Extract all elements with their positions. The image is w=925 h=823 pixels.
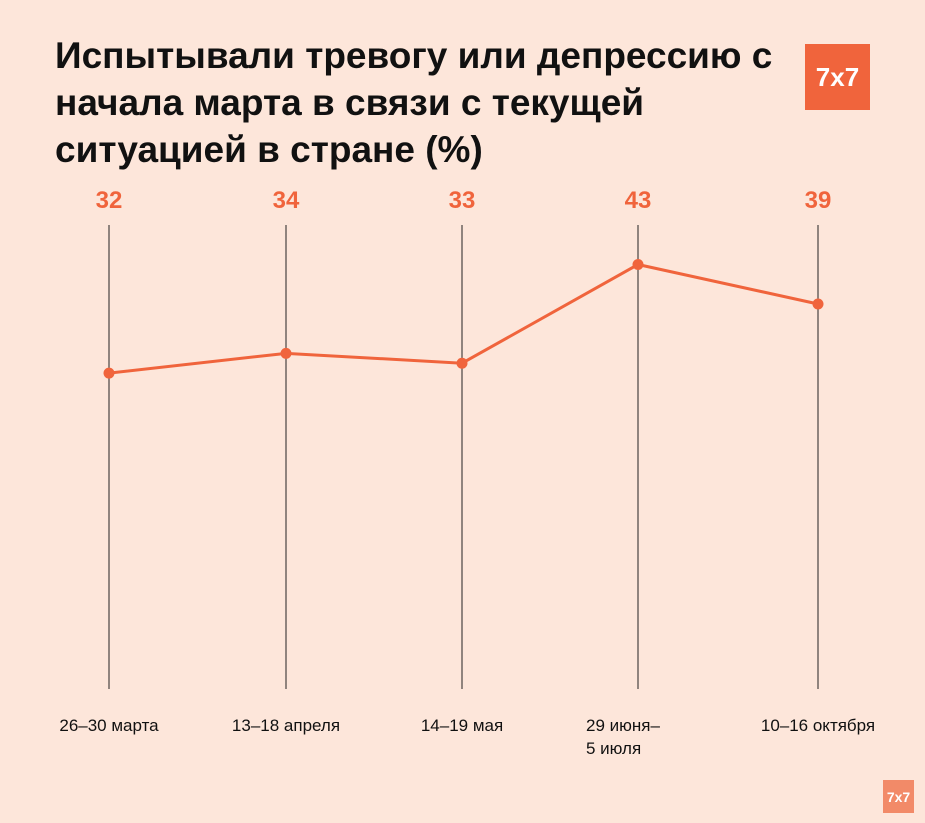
data-label: 33 bbox=[449, 187, 476, 214]
x-tick-label: 29 июня– bbox=[586, 716, 660, 735]
brand-logo: 7x7 bbox=[805, 44, 870, 110]
logo-small-text: 7x7 bbox=[886, 788, 911, 805]
data-point bbox=[812, 298, 824, 310]
logo-text: 7x7 bbox=[815, 61, 860, 92]
data-point bbox=[280, 347, 292, 359]
data-label: 43 bbox=[625, 187, 652, 214]
brand-logo-small: 7x7 bbox=[883, 780, 914, 813]
data-label: 32 bbox=[96, 187, 123, 214]
data-label: 39 bbox=[805, 187, 832, 214]
data-label: 34 bbox=[273, 187, 300, 214]
data-point bbox=[456, 357, 468, 369]
x-tick-label: 13–18 апреля bbox=[232, 716, 340, 735]
x-tick-label: 10–16 октября bbox=[761, 716, 875, 735]
data-point bbox=[103, 367, 115, 379]
x-tick-label: 5 июля bbox=[586, 739, 641, 758]
series-line bbox=[108, 262, 819, 375]
x-tick-label: 26–30 марта bbox=[59, 716, 159, 735]
data-point bbox=[632, 258, 644, 270]
x-tick-label: 14–19 мая bbox=[421, 716, 503, 735]
chart-title: Испытывали тревогу или депрессию с начал… bbox=[55, 35, 773, 170]
